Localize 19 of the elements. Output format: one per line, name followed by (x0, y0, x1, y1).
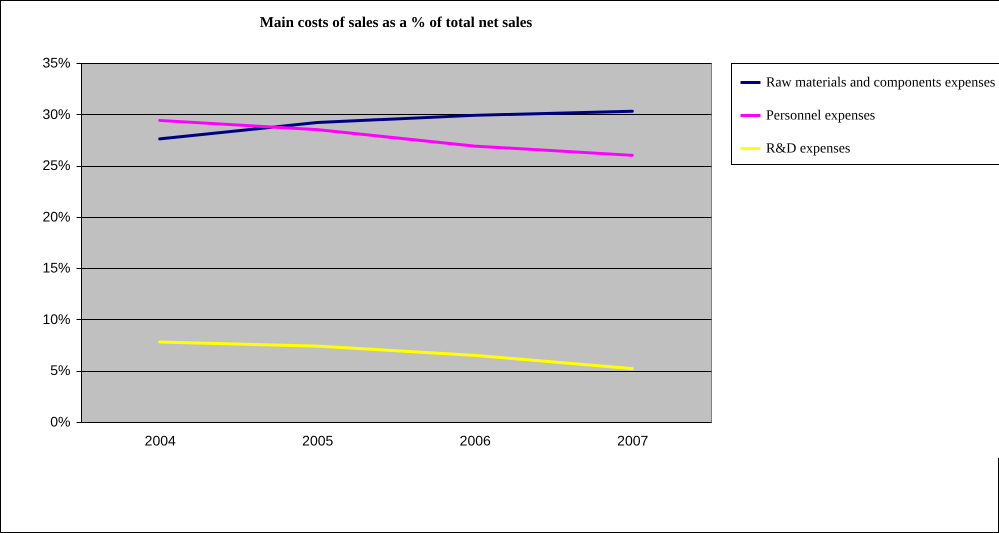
x-tick-label: 2004 (144, 432, 176, 448)
line-series (158, 118, 634, 157)
legend-label: Raw materials and components expenses (766, 76, 996, 90)
y-tick-label: 15% (42, 260, 70, 276)
y-tick-label: 0% (50, 414, 70, 430)
chart-title: Main costs of sales as a % of total net sales (260, 15, 532, 31)
x-tick-label: 2007 (617, 432, 649, 448)
y-tick-label: 35% (42, 54, 70, 70)
y-tick-label: 20% (42, 208, 70, 224)
legend-label: R&D expenses (766, 142, 850, 156)
legend-label: Personnel expenses (766, 108, 876, 124)
x-tick-label: 2006 (460, 432, 492, 448)
y-tick-label: 30% (42, 106, 70, 122)
line-series (158, 110, 634, 140)
y-tick-label: 10% (42, 310, 70, 327)
y-tick-label: 5% (50, 362, 70, 378)
x-tick-label: 2005 (302, 432, 334, 448)
y-tick-label: 25% (42, 157, 70, 174)
line-series (158, 340, 634, 370)
